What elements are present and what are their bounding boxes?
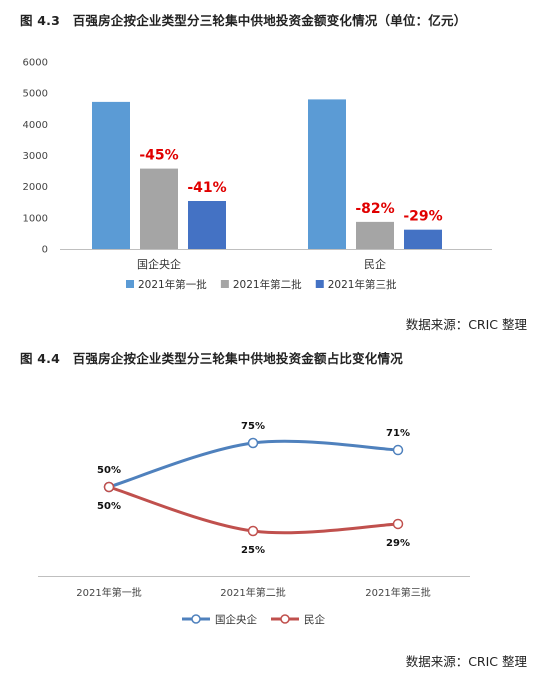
data-label: 71% [386, 428, 410, 439]
bar [308, 99, 346, 250]
x-tick-label: 2021年第一批 [76, 586, 141, 599]
bar [92, 101, 130, 249]
legend-swatch [126, 280, 134, 288]
bar-chart-change-labels: -45% -41% -82% -29% [139, 148, 442, 225]
x-category-label: 国企央企 [137, 257, 181, 271]
bar-chart-bars [92, 99, 442, 250]
line-chart-x-axis: 2021年第一批 2021年第二批 2021年第三批 [38, 576, 470, 599]
change-percent-label: -29% [403, 209, 442, 225]
change-percent-label: -41% [187, 180, 226, 196]
data-label: 50% [97, 465, 121, 476]
x-category-label: 民企 [364, 257, 386, 271]
figure-4-4-title: 图 4.4 百强房企按企业类型分三轮集中供地投资金额占比变化情况 [20, 351, 403, 366]
legend-label: 国企央企 [215, 613, 257, 626]
figure-4-4-source: 数据来源：CRIC 整理 [405, 654, 527, 669]
change-percent-label: -45% [139, 148, 178, 164]
figure-4-3-source: 数据来源：CRIC 整理 [405, 317, 527, 332]
data-label: 29% [386, 538, 410, 549]
y-tick-label: 3000 [23, 151, 48, 162]
figure-4-3-title: 图 4.3 百强房企按企业类型分三轮集中供地投资金额变化情况（单位：亿元） [20, 13, 467, 28]
data-label: 50% [97, 501, 121, 512]
legend-label: 2021年第二批 [233, 278, 302, 291]
y-tick-label: 2000 [23, 182, 48, 193]
line-chart-lines: 50% 75% 71% 50% 25% 29% [97, 421, 410, 556]
x-tick-label: 2021年第二批 [220, 586, 285, 599]
legend-label: 2021年第三批 [328, 278, 397, 291]
line-chart-legend: 国企央企 民企 [182, 613, 325, 626]
legend-swatch [220, 280, 229, 288]
bar-chart-x-axis: 国企央企 民企 [137, 257, 386, 271]
bar-chart-legend: 2021年第一批 2021年第二批 2021年第三批 [126, 278, 397, 291]
bar-chart-investment-amount: 0 1000 2000 3000 4000 5000 6000 -45% -41% -82% -2… [23, 58, 492, 291]
change-percent-label: -82% [355, 201, 394, 217]
y-tick-label: 1000 [23, 213, 48, 224]
legend-label: 民企 [304, 613, 325, 626]
data-point-marker [392, 444, 404, 456]
bar-chart-y-axis: 0 1000 2000 3000 4000 5000 6000 [23, 58, 492, 256]
legend-swatch [315, 280, 324, 288]
data-point-marker [103, 481, 115, 493]
bar [188, 201, 226, 249]
y-tick-label: 5000 [23, 89, 48, 100]
y-tick-label: 6000 [23, 58, 48, 69]
bar [140, 168, 178, 249]
y-tick-label: 0 [42, 245, 48, 256]
data-label: 25% [241, 545, 265, 556]
data-point-marker [247, 437, 259, 449]
legend-marker [280, 614, 290, 624]
data-label: 75% [241, 421, 265, 432]
bar [356, 221, 394, 249]
legend-label: 2021年第一批 [138, 278, 207, 291]
x-tick-label: 2021年第三批 [365, 586, 430, 599]
data-point-marker [247, 525, 259, 537]
bar [404, 229, 442, 249]
legend-marker [191, 614, 201, 624]
y-tick-label: 4000 [23, 120, 48, 131]
data-point-marker [392, 518, 404, 530]
